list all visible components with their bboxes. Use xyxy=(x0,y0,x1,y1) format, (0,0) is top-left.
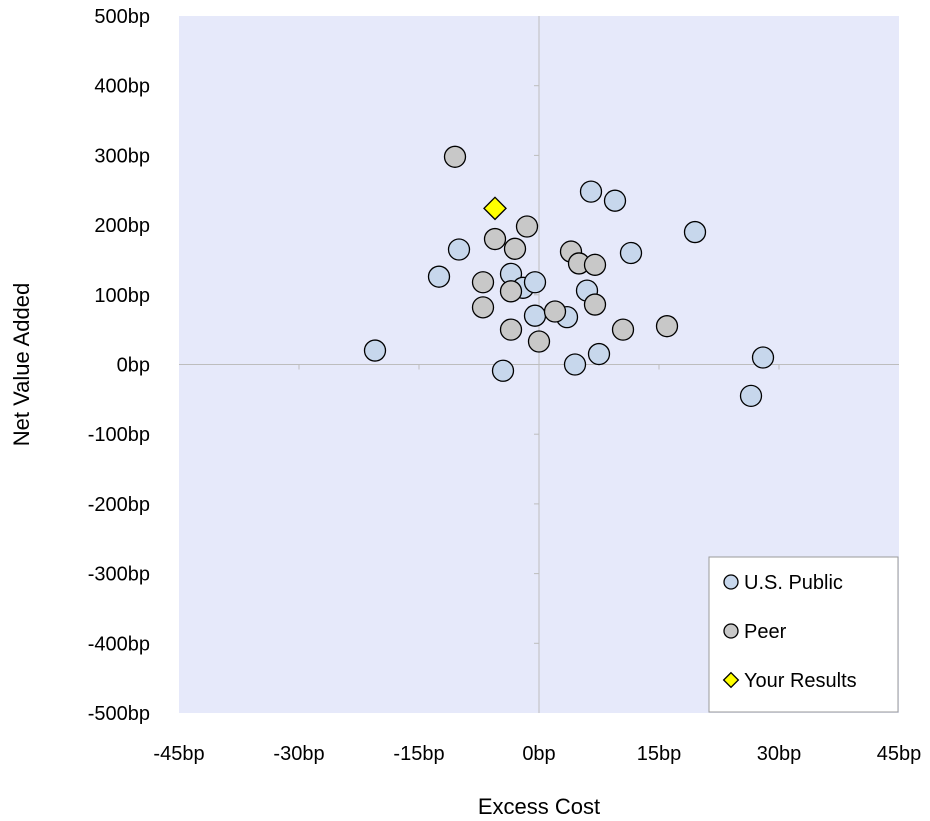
x-tick-label: 15bp xyxy=(637,743,682,765)
point-u-s-public xyxy=(619,241,643,265)
data-points xyxy=(363,145,775,408)
y-tick-label: 0bp xyxy=(117,355,150,377)
x-tick-label: 0bp xyxy=(522,743,555,765)
legend-label-peer: Peer xyxy=(744,621,787,643)
legend-label-your-results: Your Results xyxy=(744,670,857,692)
y-tick-label: -400bp xyxy=(88,633,150,655)
x-axis-ticks: -45bp -30bp -15bp 0bp 15bp 30bp 45bp xyxy=(153,743,921,765)
legend: U.S. Public Peer Your Results xyxy=(708,556,899,713)
point-peer xyxy=(499,318,523,341)
series-peer xyxy=(443,145,679,353)
y-tick-label: 500bp xyxy=(94,6,150,28)
y-tick-label: -100bp xyxy=(88,424,150,446)
point-peer xyxy=(443,145,467,168)
point-u-s-public xyxy=(523,271,547,294)
point-u-s-public xyxy=(751,346,775,369)
y-tick-label: -300bp xyxy=(88,564,150,586)
point-u-s-public xyxy=(579,180,603,203)
point-u-s-public xyxy=(363,339,387,362)
legend-box xyxy=(708,556,899,713)
point-u-s-public xyxy=(491,359,515,382)
legend-marker-u-s-public xyxy=(723,574,739,590)
point-peer xyxy=(483,227,507,251)
y-tick-label: 400bp xyxy=(94,76,150,98)
point-peer xyxy=(515,215,539,238)
x-tick-label: 30bp xyxy=(757,743,802,765)
point-peer xyxy=(503,237,527,260)
point-u-s-public xyxy=(563,353,587,376)
x-axis-title: Excess Cost xyxy=(478,794,600,819)
y-tick-label: 300bp xyxy=(94,145,150,167)
x-tick-label: -30bp xyxy=(273,743,324,765)
point-peer xyxy=(611,318,635,341)
y-tick-label: -200bp xyxy=(88,494,150,516)
point-peer xyxy=(583,293,607,316)
point-peer xyxy=(499,280,523,303)
legend-label-u-s-public: U.S. Public xyxy=(744,572,843,594)
point-u-s-public xyxy=(523,304,547,327)
y-tick-label: -500bp xyxy=(88,703,150,725)
y-axis-title: Net Value Added xyxy=(9,283,34,447)
point-peer xyxy=(655,315,679,338)
x-tick-label: 45bp xyxy=(877,743,922,765)
series-your-results xyxy=(483,196,507,221)
y-axis-ticks: 500bp 400bp 300bp 200bp 100bp 0bp -100bp -200bp… xyxy=(88,6,150,725)
point-u-s-public xyxy=(603,189,627,212)
point-peer xyxy=(527,330,551,353)
y-tick-label: 100bp xyxy=(94,285,150,307)
point-your-results xyxy=(483,196,507,221)
y-tick-label: 200bp xyxy=(94,215,150,237)
point-u-s-public xyxy=(427,265,451,288)
point-peer xyxy=(543,300,567,323)
legend-marker-your-results xyxy=(722,671,740,689)
point-peer xyxy=(471,271,495,294)
legend-marker-peer xyxy=(723,623,739,639)
point-u-s-public xyxy=(739,384,763,408)
point-u-s-public xyxy=(587,342,611,366)
point-u-s-public xyxy=(683,220,707,244)
x-tick-label: -15bp xyxy=(393,743,444,765)
point-u-s-public xyxy=(447,238,471,261)
point-peer xyxy=(471,296,495,319)
point-peer xyxy=(583,253,607,276)
x-tick-label: -45bp xyxy=(153,743,204,765)
